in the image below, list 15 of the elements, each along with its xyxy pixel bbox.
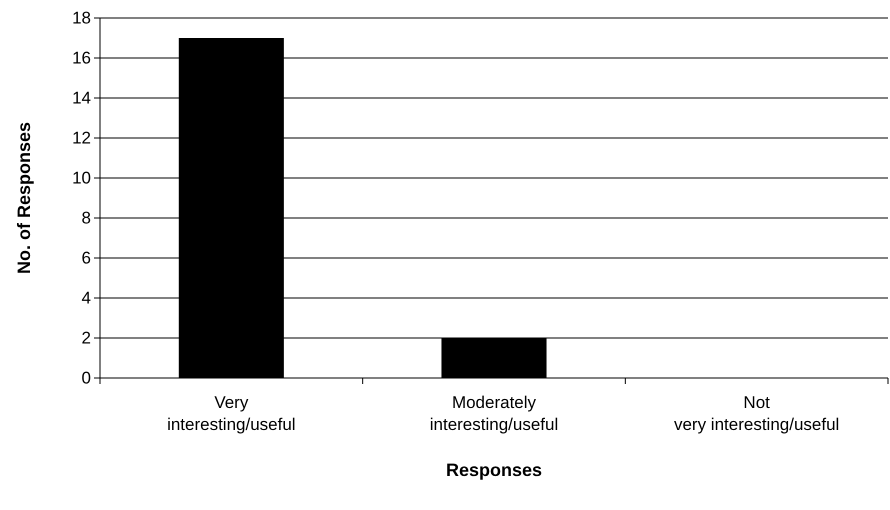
- y-tick-label: 4: [82, 288, 91, 308]
- x-axis-title: Responses: [446, 460, 542, 480]
- y-tick-label: 14: [72, 88, 91, 108]
- y-tick-label: 10: [72, 168, 91, 188]
- y-tick-label: 0: [82, 368, 91, 388]
- y-tick-label: 2: [82, 328, 91, 348]
- y-tick-label: 6: [82, 248, 91, 268]
- x-tick-label: Very interesting/useful: [167, 393, 296, 434]
- y-axis-title: No. of Responses: [14, 122, 34, 274]
- y-tick-label: 8: [82, 208, 91, 228]
- x-tick-label: Moderately interesting/useful: [430, 393, 558, 434]
- y-tick-label: 16: [72, 48, 91, 68]
- y-tick-label: 18: [72, 8, 91, 28]
- y-tick-label: 12: [72, 128, 91, 148]
- x-tick-label: Not very interesting/useful: [674, 393, 840, 434]
